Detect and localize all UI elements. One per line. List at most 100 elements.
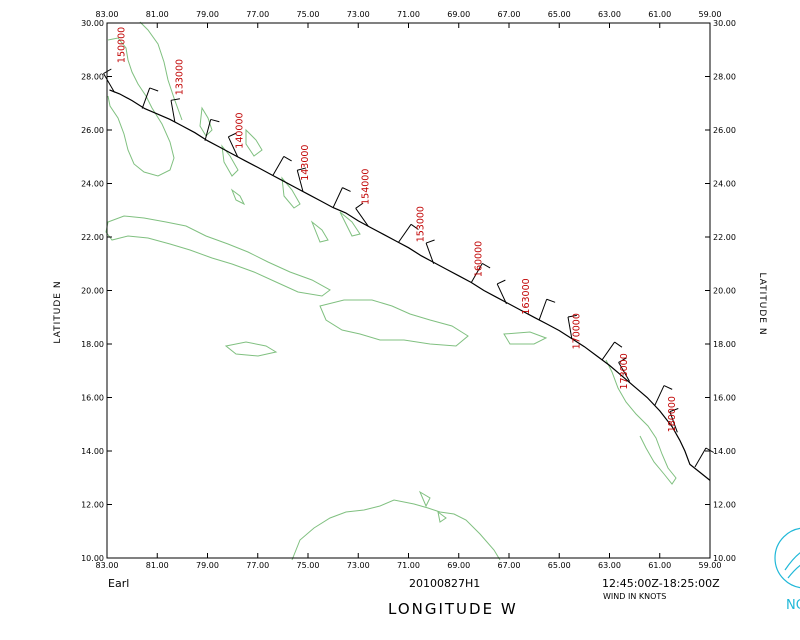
logo-text: NO <box>786 598 800 613</box>
coast-puerto-rico <box>503 331 548 345</box>
x-tick-label-top: 77.00 <box>246 10 269 19</box>
x-tick-label-bottom: 79.00 <box>196 561 219 570</box>
storm-name: Earl <box>108 577 130 590</box>
coast-antilles <box>605 359 677 485</box>
time-label: 143000 <box>300 145 311 181</box>
y-tick-label-right: 10.00 <box>713 554 736 563</box>
wind-barb <box>618 357 631 382</box>
x-tick-label-top: 67.00 <box>498 10 521 19</box>
x-tick-label-top: 81.00 <box>146 10 169 19</box>
wind-barb <box>538 298 556 321</box>
wind-barb <box>332 187 351 208</box>
x-tick-label-top: 75.00 <box>297 10 320 19</box>
coast-bahamas-2 <box>221 144 239 177</box>
coastlines <box>105 21 677 561</box>
time-labels: 150000 133000 140000 143000 154000 153000 1600… <box>117 27 678 432</box>
time-label: 180000 <box>667 396 678 432</box>
wind-barb <box>170 98 180 123</box>
x-tick-label-top: 63.00 <box>598 10 621 19</box>
time-label: 150000 <box>117 27 128 63</box>
y-tick-label-right: 26.00 <box>713 126 736 135</box>
coast-bahamas-5 <box>310 220 329 243</box>
wind-barb <box>601 341 623 361</box>
wind-barb <box>398 223 419 243</box>
x-tick-label-bottom: 83.00 <box>96 561 119 570</box>
track-line <box>109 89 711 481</box>
wind-barb <box>470 262 491 283</box>
x-tick-label-top: 69.00 <box>447 10 470 19</box>
wind-barb <box>296 167 307 192</box>
time-range: 12:45:00Z-18:25:00Z <box>602 577 720 590</box>
y-tick-label-right: 24.00 <box>713 180 736 189</box>
y-axis-title-left: LATITUDE N <box>53 280 63 343</box>
coast-bahamas-3 <box>245 128 263 157</box>
coast-florida <box>107 37 175 177</box>
coast-bahamas-1 <box>199 106 213 137</box>
x-tick-label-bottom: 71.00 <box>397 561 420 570</box>
x-tick-label-bottom: 73.00 <box>347 561 370 570</box>
x-tick-label-bottom: 81.00 <box>146 561 169 570</box>
wind-barb <box>496 279 507 305</box>
noaa-logo <box>774 527 800 589</box>
x-tick-label-top: 65.00 <box>548 10 571 19</box>
x-tick-label-top: 73.00 <box>347 10 370 19</box>
y-tick-label-left: 26.00 <box>81 126 104 135</box>
x-tick-label-top: 71.00 <box>397 10 420 19</box>
time-label: 163000 <box>521 278 532 314</box>
wind-barb <box>355 202 369 227</box>
time-label: 173000 <box>619 353 630 389</box>
wind-barb <box>103 68 115 93</box>
plot-border <box>106 22 711 559</box>
coast-florida-east <box>139 21 183 121</box>
wind-barb <box>204 118 220 141</box>
time-label: 140000 <box>235 112 246 148</box>
wind-barb <box>272 155 292 176</box>
y-tick-label-left: 20.00 <box>81 287 104 296</box>
x-tick-label-top: 59.00 <box>699 10 722 19</box>
y-axis-title-right: LATITUDE N <box>757 272 767 335</box>
y-tick-label-left: 28.00 <box>81 73 104 82</box>
y-tick-label-right: 30.00 <box>713 19 736 28</box>
flight-id: 20100827H1 <box>409 577 481 590</box>
y-tick-label-right: 14.00 <box>713 447 736 456</box>
y-tick-label-left: 12.00 <box>81 501 104 510</box>
y-tick-label-right: 20.00 <box>713 287 736 296</box>
x-tick-label-top: 83.00 <box>96 10 119 19</box>
coast-south-america <box>291 499 501 561</box>
time-label: 160000 <box>473 241 484 277</box>
coast-cuba <box>105 215 331 297</box>
y-tick-label-right: 22.00 <box>713 233 736 242</box>
time-label: 133000 <box>174 59 185 95</box>
axes-frame: 83.00 83.00 81.00 81.00 79.00 79.00 77.00 77.00… <box>53 10 767 570</box>
wind-barbs <box>103 68 714 468</box>
x-tick-label-bottom: 69.00 <box>447 561 470 570</box>
y-tick-label-right: 28.00 <box>713 73 736 82</box>
wind-barb <box>425 239 435 264</box>
time-label: 154000 <box>360 169 371 205</box>
y-tick-label-left: 10.00 <box>81 554 104 563</box>
y-tick-label-left: 16.00 <box>81 394 104 403</box>
coast-jamaica <box>224 341 278 357</box>
coast-bahamas-7 <box>230 188 246 206</box>
time-label: 153000 <box>416 206 427 242</box>
x-tick-label-bottom: 65.00 <box>548 561 571 570</box>
x-axis-title: LONGITUDE W <box>388 600 518 618</box>
coast-bahamas-6 <box>339 211 361 237</box>
wind-barb <box>654 385 673 406</box>
coast-caribbean-islands <box>418 490 447 523</box>
coast-hispaniola <box>319 299 469 347</box>
x-tick-label-bottom: 63.00 <box>598 561 621 570</box>
x-tick-label-top: 61.00 <box>648 10 671 19</box>
y-tick-label-left: 14.00 <box>81 447 104 456</box>
wind-barb <box>669 408 679 433</box>
x-tick-label-bottom: 61.00 <box>648 561 671 570</box>
wind-barb <box>227 132 239 157</box>
y-tick-label-right: 16.00 <box>713 394 736 403</box>
wind-barb <box>141 87 159 109</box>
x-tick-label-bottom: 75.00 <box>297 561 320 570</box>
y-tick-label-left: 22.00 <box>81 233 104 242</box>
y-tick-label-left: 30.00 <box>81 19 104 28</box>
wind-barb <box>567 314 577 339</box>
time-label: 170000 <box>571 313 582 349</box>
